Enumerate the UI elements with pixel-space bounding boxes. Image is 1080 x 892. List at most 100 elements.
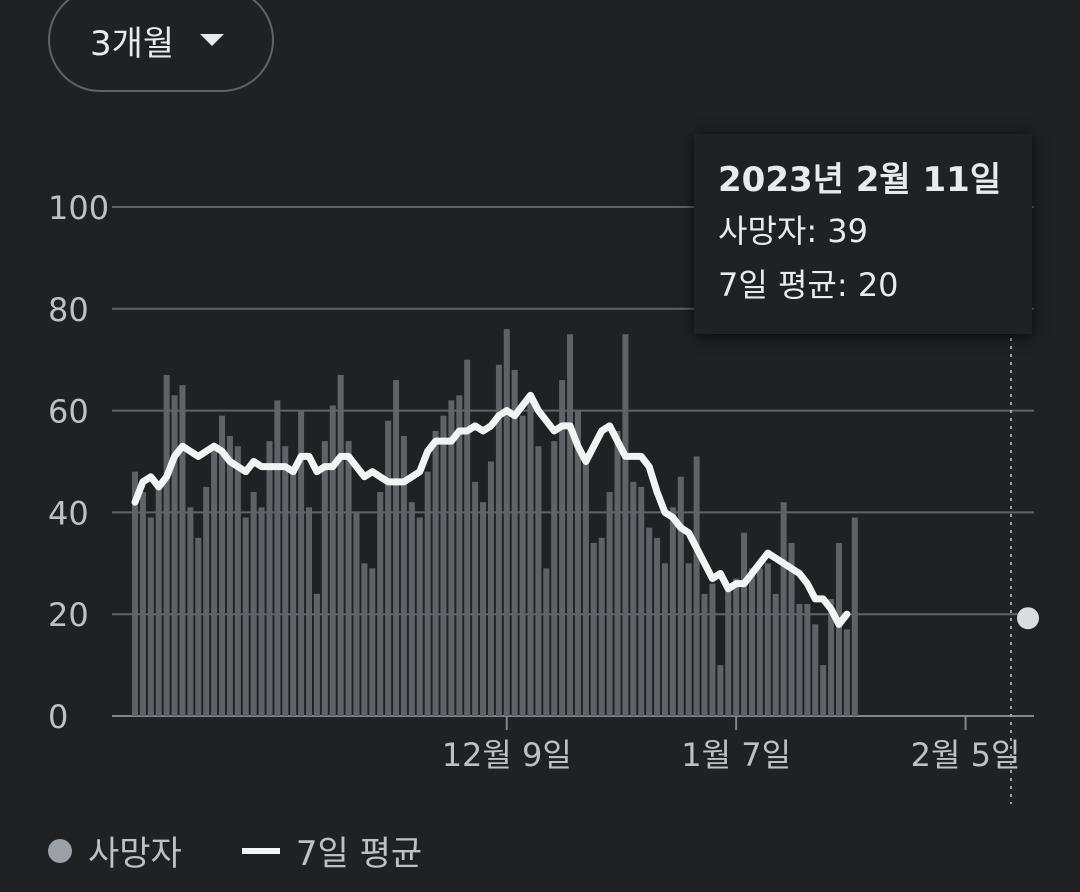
bar bbox=[495, 364, 502, 716]
bar bbox=[835, 542, 842, 716]
y-tick-label: 60 bbox=[48, 393, 89, 431]
bar bbox=[574, 410, 581, 716]
bar bbox=[258, 507, 265, 716]
bar bbox=[772, 593, 779, 716]
bar bbox=[393, 380, 400, 716]
bar bbox=[756, 568, 763, 716]
bar bbox=[353, 512, 360, 716]
bar bbox=[306, 507, 313, 716]
bar bbox=[685, 563, 692, 716]
bar bbox=[654, 537, 661, 716]
bar bbox=[677, 476, 684, 716]
bar bbox=[851, 517, 858, 716]
bar bbox=[313, 593, 320, 716]
bar bbox=[796, 604, 803, 716]
bar bbox=[820, 665, 827, 716]
tooltip-deaths-label: 사망자 bbox=[718, 212, 807, 250]
bar bbox=[669, 507, 676, 716]
tooltip-date: 2023년 2월 11일 bbox=[718, 160, 1002, 200]
bar bbox=[298, 410, 305, 716]
range-dropdown-label: 3개월 bbox=[90, 23, 175, 64]
bar bbox=[408, 502, 415, 716]
bar bbox=[812, 624, 819, 716]
range-dropdown[interactable]: 3개월 bbox=[48, 0, 274, 92]
bar bbox=[400, 436, 407, 716]
bar bbox=[464, 359, 471, 716]
legend-average-label: 7일 평균 bbox=[295, 834, 423, 874]
bar bbox=[828, 598, 835, 716]
y-tick-label: 40 bbox=[48, 494, 89, 532]
bar bbox=[843, 629, 850, 716]
y-tick-label: 20 bbox=[48, 596, 89, 634]
bar bbox=[147, 517, 154, 716]
selected-point-marker bbox=[1017, 607, 1039, 630]
bar bbox=[290, 466, 297, 716]
bar bbox=[171, 395, 178, 716]
bar bbox=[630, 481, 637, 716]
bar bbox=[717, 665, 724, 716]
bar bbox=[646, 527, 653, 716]
bar bbox=[519, 415, 526, 716]
bar bbox=[440, 415, 447, 716]
bar bbox=[195, 537, 202, 716]
chart-legend: 사망자 7일 평균 bbox=[48, 826, 422, 875]
bar bbox=[788, 542, 795, 716]
bar bbox=[282, 446, 289, 716]
bar bbox=[266, 441, 273, 716]
bar bbox=[456, 395, 463, 716]
bar bbox=[203, 486, 210, 716]
legend-deaths-label: 사망자 bbox=[88, 834, 182, 874]
bar bbox=[139, 492, 146, 716]
bar bbox=[250, 492, 257, 716]
bar bbox=[155, 481, 162, 716]
bar bbox=[606, 492, 613, 716]
bar bbox=[337, 374, 344, 716]
tooltip-average-label: 7일 평균 bbox=[718, 266, 837, 304]
bar bbox=[590, 542, 597, 716]
bar bbox=[377, 492, 384, 716]
x-tick-label: 12월 9일 bbox=[442, 736, 572, 774]
bar bbox=[527, 400, 534, 716]
bar bbox=[385, 420, 392, 716]
bar bbox=[234, 446, 241, 716]
bar bbox=[132, 471, 138, 716]
bar bbox=[567, 334, 574, 716]
bar bbox=[432, 430, 439, 716]
average-legend-line-icon bbox=[241, 847, 280, 854]
bar bbox=[361, 563, 368, 716]
bar bbox=[582, 461, 589, 716]
bar bbox=[329, 405, 336, 716]
x-tick-label: 2월 5일 bbox=[911, 736, 1021, 774]
bar bbox=[472, 481, 479, 716]
x-tick-label: 1월 7일 bbox=[681, 736, 791, 774]
tooltip-average-value: 20 bbox=[857, 266, 899, 304]
dropdown-arrow-icon bbox=[200, 34, 225, 46]
bar bbox=[487, 461, 494, 716]
bar bbox=[780, 502, 787, 716]
bar bbox=[503, 329, 510, 716]
bar bbox=[614, 430, 621, 716]
bar bbox=[661, 563, 668, 716]
tooltip-deaths-value: 39 bbox=[827, 212, 868, 250]
bar bbox=[369, 568, 376, 716]
deaths-legend-dot-icon bbox=[48, 838, 72, 863]
bar bbox=[638, 486, 645, 716]
bar bbox=[219, 415, 226, 716]
bar bbox=[321, 441, 328, 716]
bar bbox=[242, 517, 249, 716]
bar bbox=[274, 400, 281, 716]
bar bbox=[622, 334, 629, 716]
y-tick-label: 80 bbox=[48, 291, 89, 329]
bar bbox=[598, 537, 605, 716]
bar bbox=[733, 578, 740, 716]
bar bbox=[179, 385, 186, 716]
bar bbox=[725, 588, 732, 716]
bar bbox=[693, 456, 700, 716]
chart-tooltip: 2023년 2월 11일 사망자: 39 7일 평균: 20 bbox=[694, 134, 1032, 334]
bar bbox=[709, 583, 716, 716]
bar bbox=[543, 568, 550, 716]
average-line bbox=[131, 391, 851, 628]
bar bbox=[535, 446, 542, 716]
bar bbox=[416, 517, 423, 716]
